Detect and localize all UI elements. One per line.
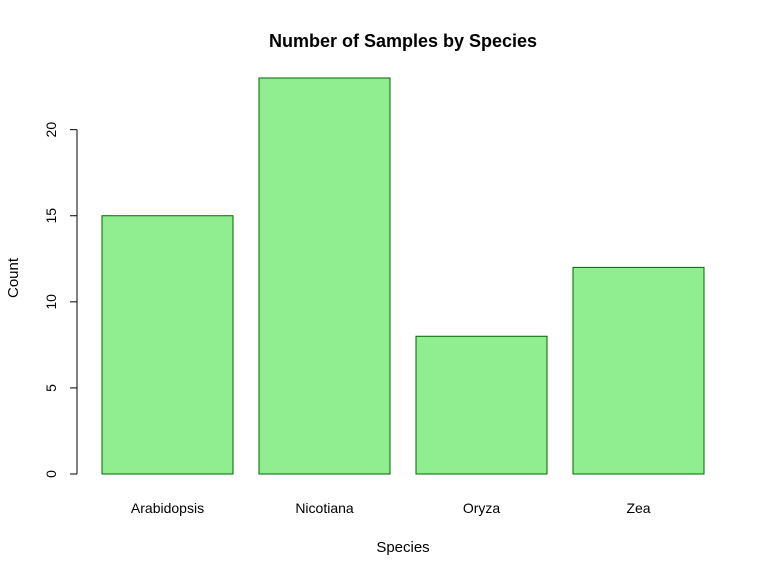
y-tick-label-20: 20	[43, 122, 59, 138]
x-tick-label-nicotiana: Nicotiana	[295, 500, 354, 516]
x-tick-label-zea: Zea	[626, 500, 650, 516]
bar-arabidopsis	[101, 215, 234, 475]
chart-title: Number of Samples by Species	[269, 31, 537, 51]
y-tick-label-0: 0	[43, 470, 59, 478]
bars-group	[101, 77, 705, 475]
x-tick-label-oryza: Oryza	[463, 500, 501, 516]
bar-zea	[572, 266, 705, 475]
y-axis-label: Count	[5, 257, 22, 298]
x-axis-label: Species	[376, 539, 429, 556]
x-tick-label-arabidopsis: Arabidopsis	[131, 500, 204, 516]
y-tick-label-10: 10	[43, 294, 59, 310]
x-tick-labels: Arabidopsis Nicotiana Oryza Zea	[131, 500, 651, 516]
bar-nicotiana	[258, 77, 391, 475]
y-axis: 0 5 10 15 20	[43, 122, 78, 478]
y-tick-label-5: 5	[43, 384, 59, 392]
y-tick-label-15: 15	[43, 208, 59, 224]
bar-oryza	[415, 335, 548, 475]
